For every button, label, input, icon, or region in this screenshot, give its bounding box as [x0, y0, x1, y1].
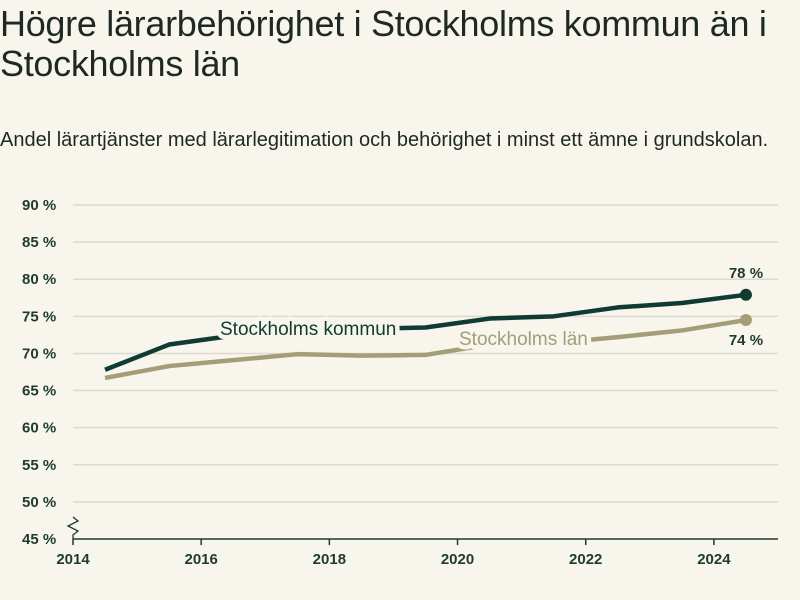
x-tick-label: 2014 — [56, 551, 90, 568]
gridlines — [73, 204, 778, 503]
chart-title: Högre lärarbehörighet i Stockholms kommu… — [0, 3, 767, 84]
series-end-point-1 — [739, 314, 752, 327]
series-end-point-0 — [739, 288, 752, 301]
x-tick-label: 2022 — [569, 551, 602, 568]
y-tick-label: 70 % — [22, 345, 56, 362]
y-tick-label: 75 % — [22, 308, 56, 325]
series-line-0 — [104, 292, 747, 372]
end-value-label-kommun: 78 % — [729, 265, 763, 282]
y-tick-label: 90 % — [22, 197, 56, 214]
y-tick-label: 55 % — [22, 457, 56, 474]
x-tick-label: 2018 — [313, 551, 346, 568]
x-axis-ticks: 2014 2016 2018 2020 2022 2024 — [56, 539, 731, 568]
series-line-1 — [104, 317, 747, 381]
series-labels: Stockholms kommun Stockholms län 78 % 74 % — [216, 265, 764, 355]
series — [104, 288, 752, 381]
chart-subtitle: Andel lärartjänster med lärarlegitimatio… — [0, 129, 769, 151]
y-tick-label: 45 % — [22, 531, 56, 548]
x-tick-label: 2024 — [697, 551, 731, 568]
series-label-kommun: Stockholms kommun — [220, 319, 396, 340]
y-tick-label: 60 % — [22, 420, 56, 437]
end-value-label-lan: 74 % — [729, 332, 763, 349]
y-tick-label: 65 % — [22, 383, 56, 400]
x-tick-label: 2020 — [441, 551, 474, 568]
x-axis — [66, 516, 778, 540]
series-label-lan: Stockholms län — [459, 329, 588, 350]
y-axis-ticks: 45 % 50 % 55 % 60 % 65 % 70 % 75 % 80 % 85 % 90 % — [22, 197, 56, 548]
axis-break-icon — [66, 516, 80, 539]
y-tick-label: 80 % — [22, 271, 56, 288]
y-tick-label: 50 % — [22, 494, 56, 511]
x-tick-label: 2016 — [184, 551, 217, 568]
y-tick-label: 85 % — [22, 234, 56, 251]
